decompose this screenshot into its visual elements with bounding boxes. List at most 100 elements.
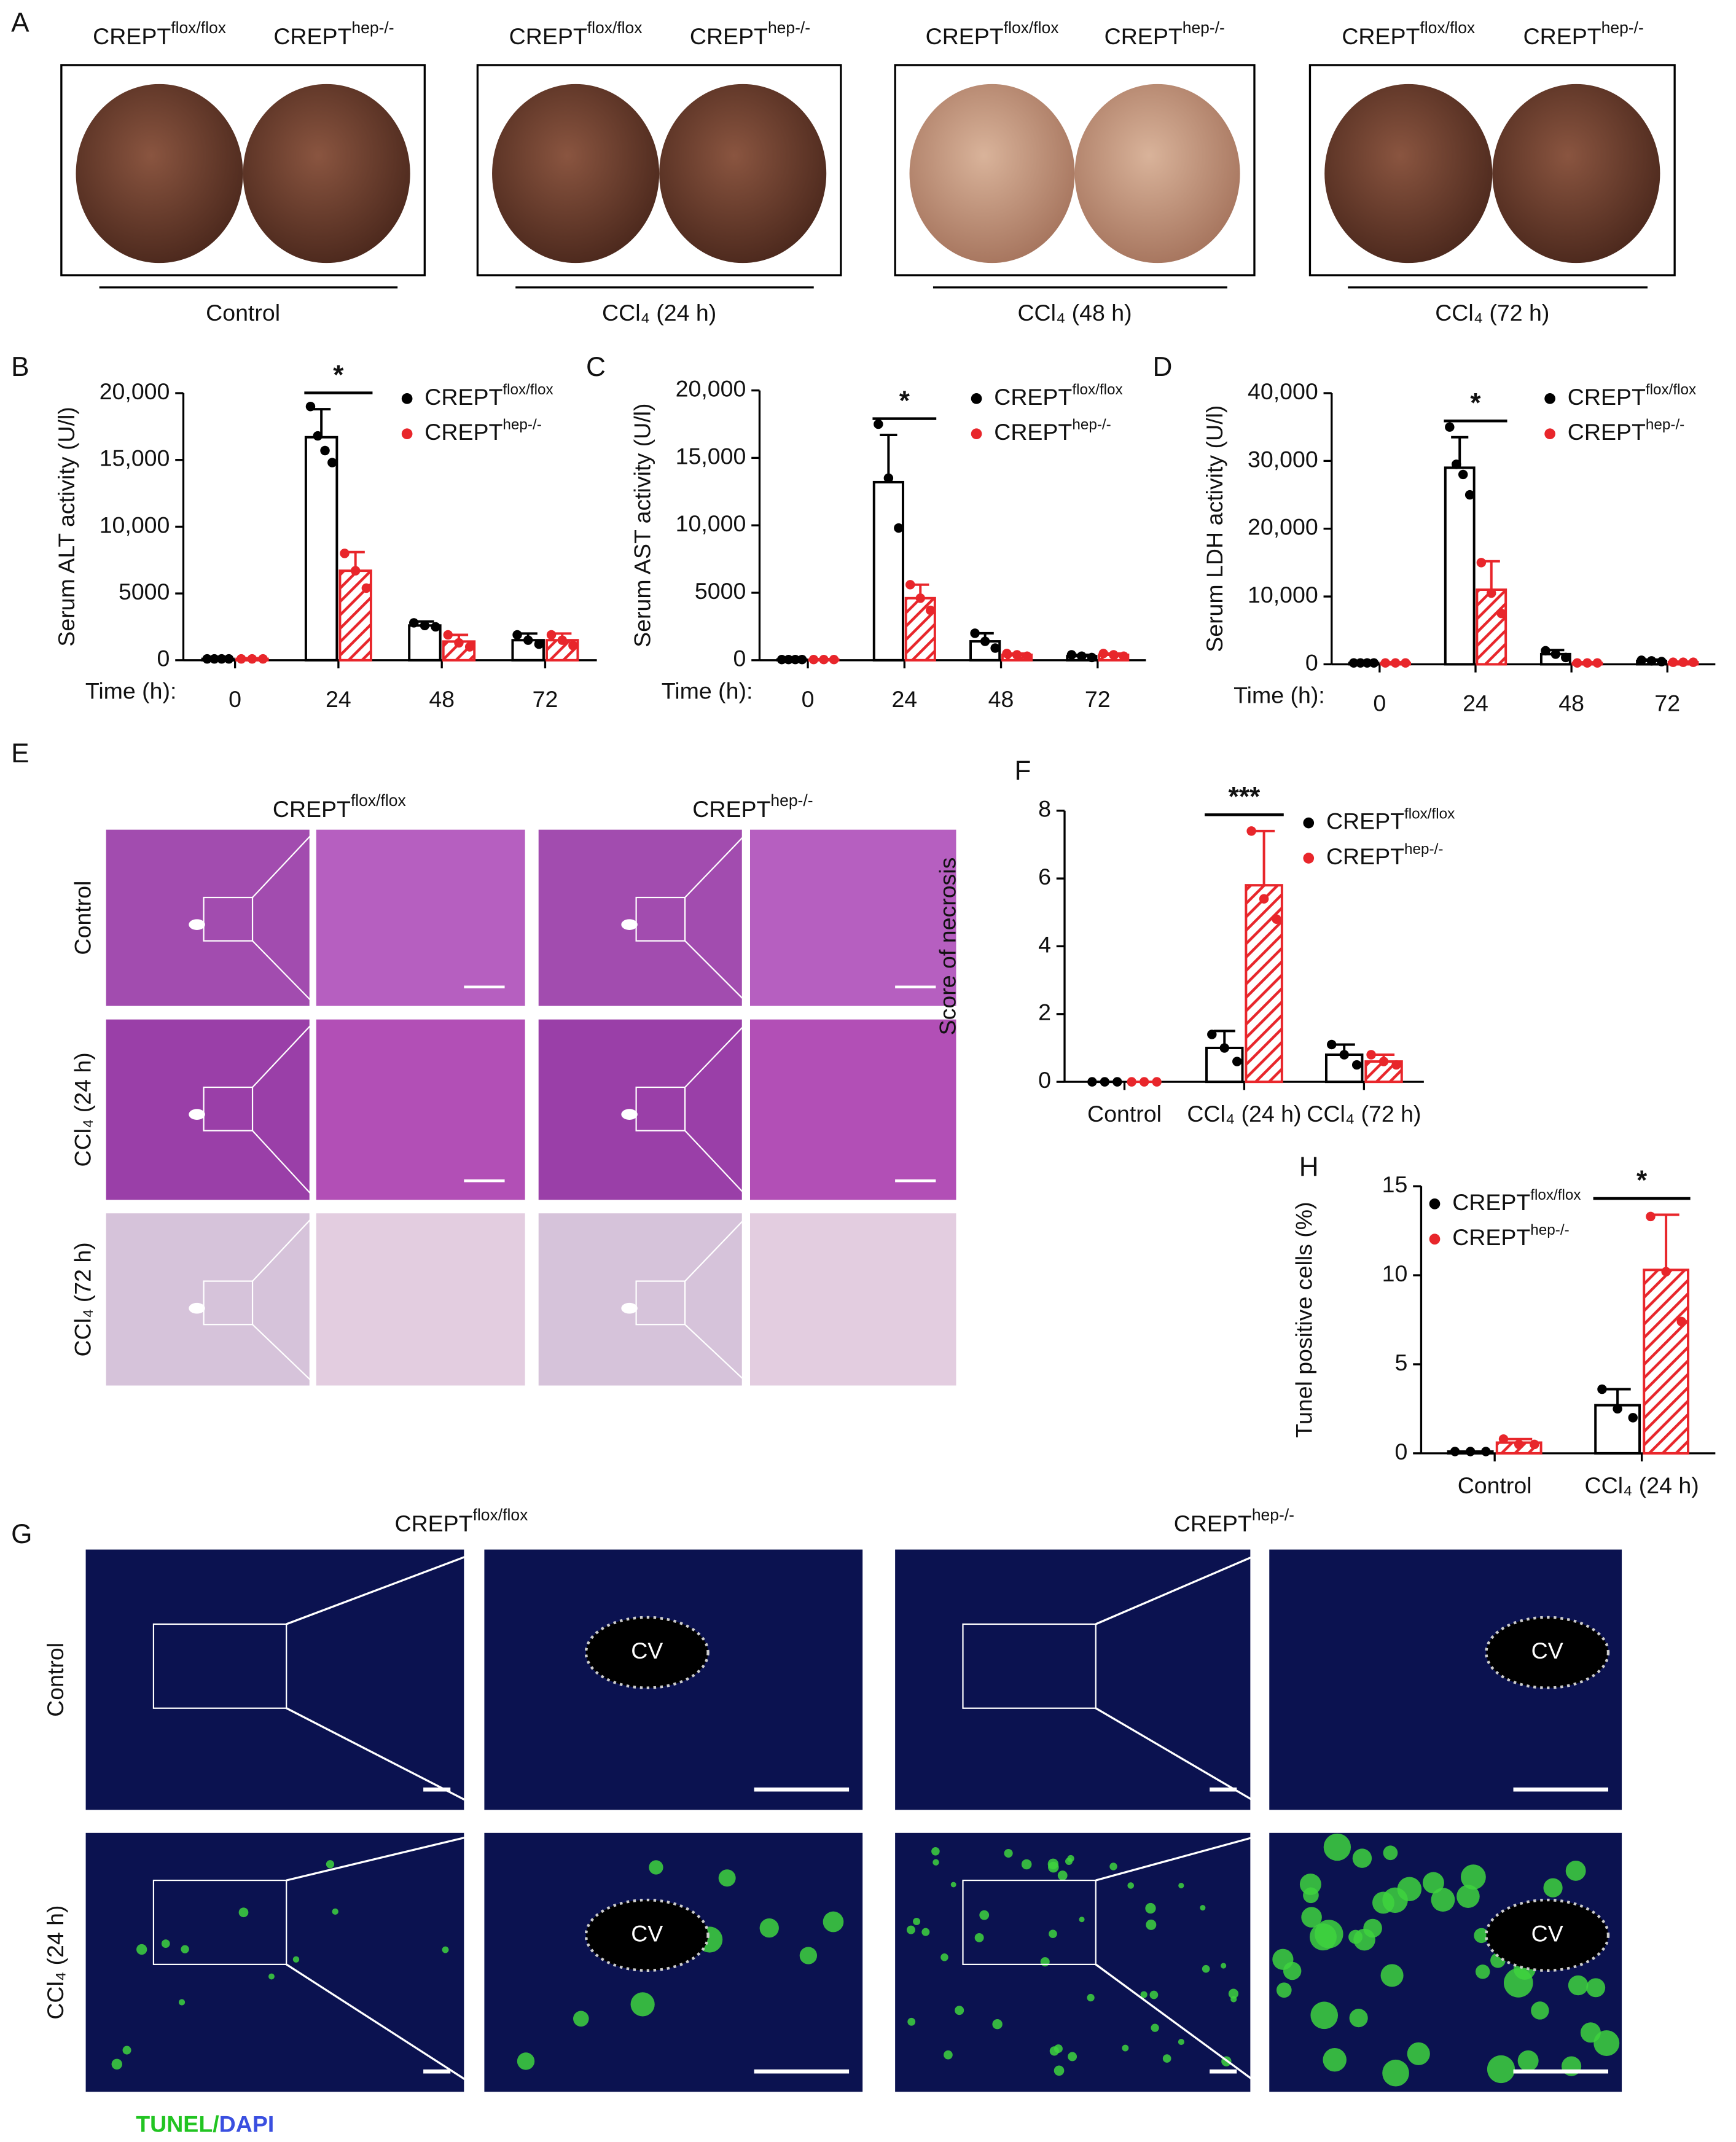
- x-axis-label: Time (h):: [85, 678, 177, 704]
- label-sup: flox/flox: [473, 1506, 528, 1524]
- zoom-line: [252, 1324, 317, 1386]
- legend-name: CREPT: [1452, 1189, 1530, 1215]
- data-point: [1688, 657, 1699, 667]
- zoom-line: [684, 1213, 751, 1282]
- y-tick-label: 5000: [119, 579, 170, 604]
- y-axis-label: Serum LDH activity (U/l): [1202, 405, 1227, 652]
- tunel-signal: [1407, 2042, 1430, 2065]
- data-point: [1452, 459, 1461, 469]
- fluorescence-image: [85, 1832, 464, 2092]
- data-point: [1401, 658, 1410, 668]
- data-point: [431, 622, 440, 632]
- tunel-signal: [944, 2050, 953, 2060]
- data-point: [829, 654, 839, 665]
- tunel-signal: [1004, 1848, 1013, 1858]
- tunel-signal: [630, 1992, 655, 2017]
- tunel-signal: [1380, 1964, 1404, 1987]
- legend-name: CREPT: [1452, 1224, 1530, 1250]
- label-text: CREPT: [692, 796, 770, 822]
- genotype-label: CREPThep-/-: [1523, 18, 1644, 49]
- y-tick-label: 15: [1382, 1171, 1408, 1197]
- label-text: CREPT: [1105, 23, 1183, 49]
- x-tick-label: CCl₄ (24 h): [1187, 1101, 1301, 1127]
- panel-letter: D: [1152, 352, 1172, 382]
- x-tick-label: 48: [988, 686, 1014, 712]
- x-tick-label: 48: [1558, 690, 1584, 716]
- tunel-signal: [955, 2006, 964, 2015]
- data-point: [1458, 469, 1468, 480]
- tunel-signal: [332, 1908, 338, 1915]
- histology-image: [106, 829, 310, 1006]
- liver-photo: [243, 84, 410, 264]
- tunel-signal: [1349, 2009, 1368, 2028]
- data-point: [1636, 655, 1646, 665]
- tunel-signal: [1202, 1964, 1210, 1973]
- legend-name: CREPT: [994, 384, 1072, 410]
- significance-label: *: [1470, 388, 1481, 418]
- zoom-line: [684, 1324, 751, 1386]
- legend-marker: [1544, 428, 1555, 440]
- label-sup: flox/flox: [587, 18, 643, 37]
- y-tick-label: 10,000: [1248, 582, 1318, 608]
- y-tick-label: 8: [1038, 796, 1051, 822]
- data-point: [776, 654, 787, 665]
- data-point: [1362, 658, 1372, 668]
- zoom-box: [635, 1280, 686, 1326]
- tunel-signal: [1272, 1949, 1294, 1970]
- tunel-signal: [1352, 1848, 1372, 1868]
- data-point: [1246, 826, 1256, 836]
- y-tick-label: 10,000: [100, 512, 170, 537]
- y-axis-label: Serum ALT activity (U/l): [53, 407, 79, 646]
- tunel-signal: [1475, 1964, 1490, 1979]
- data-point: [1219, 1043, 1229, 1053]
- legend-sup: hep-/-: [1072, 416, 1111, 433]
- bar: [304, 436, 338, 662]
- panel-letter: B: [11, 352, 29, 382]
- central-vein: [584, 1898, 710, 1972]
- legend-marker: [1544, 393, 1555, 404]
- legend-marker: [401, 428, 413, 440]
- label-sup: flox/flox: [171, 18, 226, 37]
- significance-label: ***: [1229, 782, 1261, 812]
- data-point: [1678, 657, 1688, 667]
- tunel-signal: [1431, 1888, 1455, 1912]
- data-point: [1450, 1447, 1460, 1456]
- column-header: CREPTflox/flox: [273, 791, 406, 822]
- tunel-signal: [1145, 1902, 1156, 1914]
- zoom-line: [286, 1549, 485, 1625]
- zoom-line: [1095, 1707, 1270, 1811]
- central-vein: [1485, 1898, 1610, 1972]
- x-tick-label: CCl₄ (24 h): [1585, 1472, 1699, 1498]
- tunel-signal: [161, 1939, 170, 1948]
- data-point: [1355, 658, 1366, 668]
- label-sup: hep-/-: [1252, 1506, 1294, 1524]
- data-point: [1380, 658, 1390, 668]
- data-point: [1139, 1077, 1149, 1087]
- data-point: [247, 654, 257, 664]
- y-tick-label: 30,000: [1248, 446, 1318, 472]
- tunel-signal: [1047, 1858, 1059, 1870]
- data-point: [1098, 649, 1108, 659]
- x-axis-label: Time (h):: [662, 678, 753, 704]
- genotype-label: CREPTflox/flox: [1342, 18, 1475, 49]
- fluorescence-image: [895, 1549, 1251, 1810]
- zoom-line: [252, 940, 317, 1007]
- tunel-signal: [933, 1859, 939, 1866]
- histology-image: [749, 829, 956, 1006]
- histology-image: [106, 1019, 310, 1200]
- tunel-signal: [907, 2017, 916, 2026]
- data-point: [1668, 657, 1678, 667]
- data-point: [454, 638, 464, 648]
- y-axis-label: Tunel positive cells (%): [1291, 1202, 1317, 1437]
- data-point: [350, 566, 361, 576]
- zoom-line: [286, 1707, 485, 1811]
- data-point: [1002, 649, 1012, 659]
- data-point: [217, 654, 227, 664]
- tunel-signal: [1221, 1963, 1227, 1969]
- bar: [1444, 466, 1476, 666]
- tunel-signal: [1021, 1859, 1032, 1870]
- tunel-signal: [111, 2058, 122, 2070]
- panel-letter: G: [11, 1519, 32, 1549]
- stain-part: DAPI: [219, 2111, 275, 2136]
- data-point: [1127, 1077, 1136, 1087]
